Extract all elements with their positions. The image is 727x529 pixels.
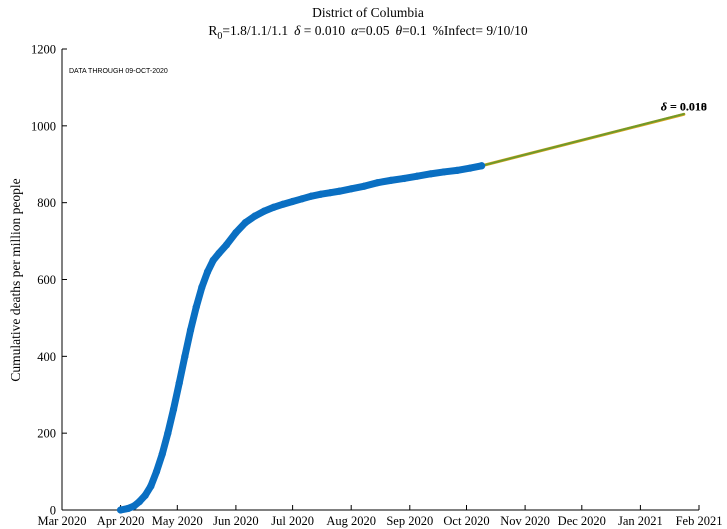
observed-data-point	[241, 219, 249, 227]
observed-data-point	[347, 185, 355, 193]
observed-deaths-line	[117, 162, 486, 514]
observed-data-point	[270, 203, 278, 211]
x-tick-label: Nov 2020	[500, 514, 550, 528]
observed-data-point	[478, 162, 486, 170]
x-tick-label: Oct 2020	[443, 514, 489, 528]
observed-data-point	[426, 170, 435, 178]
subtitle-alpha-value: =0.05	[358, 23, 389, 38]
y-tick-label: 200	[37, 427, 56, 441]
observed-data-point	[260, 207, 268, 215]
x-tick-label: Feb 2021	[676, 514, 723, 528]
observed-data-point	[130, 502, 138, 510]
observed-data-point	[116, 506, 125, 514]
subtitle-delta-symbol: δ	[294, 23, 301, 38]
y-tick-label: 0	[50, 504, 56, 518]
observed-data-point	[387, 176, 395, 184]
observed-data-point	[279, 200, 287, 208]
series-layer	[116, 112, 686, 514]
projection-line-b	[480, 112, 685, 167]
observed-data-point	[186, 326, 195, 334]
observed-data-point	[440, 168, 448, 176]
projection-label: δ = 0.010	[661, 100, 707, 114]
observed-data-point	[158, 450, 166, 458]
x-tick-label: Aug 2020	[326, 514, 376, 528]
x-tick-label: May 2020	[152, 514, 203, 528]
observed-data-point	[124, 504, 132, 513]
observed-data-point	[175, 379, 183, 387]
observed-data-point	[209, 256, 217, 264]
subtitle-r0-value: =1.8/1.1/1.1	[222, 23, 288, 38]
observed-data-point	[298, 195, 306, 203]
observed-data-point	[466, 164, 474, 172]
y-tick-label: 600	[37, 273, 56, 287]
subtitle-r0-sub: 0	[217, 31, 222, 42]
observed-data-point	[400, 174, 408, 183]
observed-data-point	[360, 182, 369, 190]
observed-data-point	[222, 241, 231, 249]
y-ticks: 0 200 400 600 800 1000 1200	[31, 43, 67, 518]
subtitle-theta-symbol: θ	[396, 23, 403, 38]
observed-data-point	[317, 190, 325, 198]
observed-data-point	[232, 229, 240, 237]
observed-data-point	[147, 482, 155, 490]
observed-data-point	[453, 166, 461, 174]
observed-data-point	[192, 303, 200, 311]
observed-data-point	[307, 192, 316, 200]
y-axis-label: Cumulative deaths per million people	[8, 178, 23, 381]
observed-data-point	[141, 491, 149, 500]
y-tick-label: 1000	[31, 119, 56, 133]
x-tick-label: Jul 2020	[271, 514, 314, 528]
chart-subtitle: R0=1.8/1.1/1.1 δ = 0.010 α=0.05 θ=0.1 %Infec…	[208, 23, 527, 42]
y-tick-label: 400	[37, 350, 56, 364]
x-tick-label: Apr 2020	[97, 514, 145, 528]
x-tick-label: Jun 2020	[213, 514, 259, 528]
projection-label-symbol: δ	[661, 100, 667, 114]
data-through-annotation: DATA THROUGH 09-OCT-2020	[69, 68, 168, 75]
x-ticks: Mar 2020 Apr 2020 May 2020 Jun 2020 Jul 2020…	[38, 505, 723, 528]
x-tick-label: Mar 2020	[38, 514, 87, 528]
observed-data-point	[336, 187, 344, 195]
x-tick-label: Jan 2021	[618, 514, 663, 528]
chart-title: District of Columbia	[312, 5, 424, 20]
projection-label-value: = 0.010	[667, 100, 707, 114]
observed-data-point	[181, 352, 189, 360]
observed-data-point	[413, 172, 421, 180]
observed-data-point	[203, 268, 212, 276]
y-tick-label: 1200	[31, 43, 56, 57]
observed-data-point	[326, 189, 335, 197]
subtitle-infect: %Infect= 9/10/10	[433, 23, 528, 38]
subtitle-r0: R	[208, 23, 217, 38]
subtitle-theta-value: =0.1	[402, 23, 427, 38]
x-tick-label: Sep 2020	[386, 514, 433, 528]
subtitle-delta-value: = 0.010	[300, 23, 345, 38]
observed-data-point	[135, 497, 144, 506]
projection-label-symbol: δ	[661, 100, 667, 114]
observed-data-point	[374, 179, 382, 187]
observed-data-point	[169, 405, 178, 413]
subtitle-alpha-symbol: α	[351, 23, 359, 38]
observed-data-point	[251, 212, 259, 220]
observed-data-point	[164, 429, 172, 437]
observed-data-point	[215, 249, 223, 257]
observed-data-point	[289, 197, 297, 206]
x-tick-label: Dec 2020	[558, 514, 606, 528]
projection-label-value: = 0.018	[667, 100, 707, 114]
observed-data-point	[198, 283, 206, 291]
projection-label: δ = 0.018	[661, 100, 707, 114]
observed-data-point	[152, 467, 161, 476]
y-tick-label: 800	[37, 196, 56, 210]
